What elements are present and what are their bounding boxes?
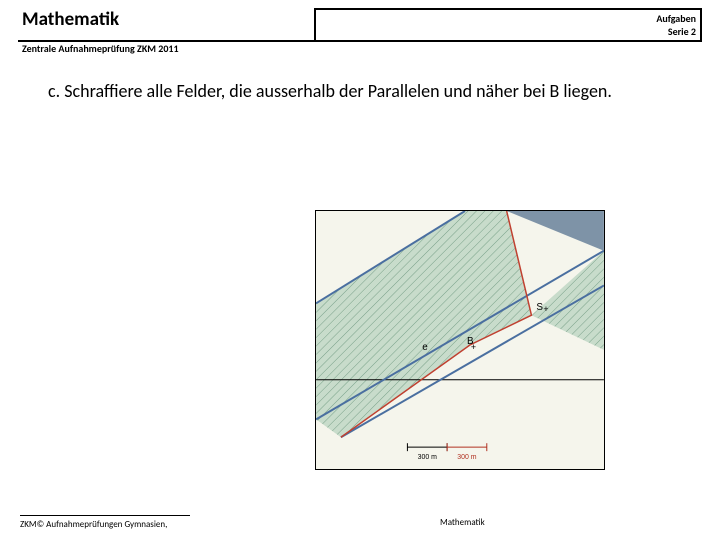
svg-text:+: + — [471, 342, 476, 352]
svg-text:e: e — [422, 342, 428, 353]
task-text-block: c. Schraffiere alle Felder, die ausserha… — [48, 80, 672, 103]
svg-text:300 m: 300 m — [418, 454, 438, 461]
header-box: Aufgaben Serie 2 — [314, 8, 702, 42]
task-letter: c. — [48, 80, 60, 102]
svg-text:S: S — [536, 302, 543, 313]
footer-left: ZKM© Aufnahmeprüfungen Gymnasien, — [20, 519, 167, 530]
geometry-diagram: S+B+e300 m300 m — [315, 210, 605, 470]
footer-line — [20, 515, 190, 516]
diagram-svg: S+B+e300 m300 m — [316, 211, 604, 469]
header-subtitle: Zentrale Aufnahmeprüfung ZKM 2011 — [22, 42, 179, 55]
task-text: Schraffiere alle Felder, die ausserhalb … — [64, 80, 612, 102]
footer-right: Mathematik — [440, 517, 485, 528]
header-right-line1: Aufgaben — [656, 12, 696, 25]
header-right-line2: Serie 2 — [656, 25, 696, 38]
svg-text:+: + — [543, 304, 548, 314]
page-title: Mathematik — [22, 8, 314, 31]
svg-text:300 m: 300 m — [457, 454, 477, 461]
